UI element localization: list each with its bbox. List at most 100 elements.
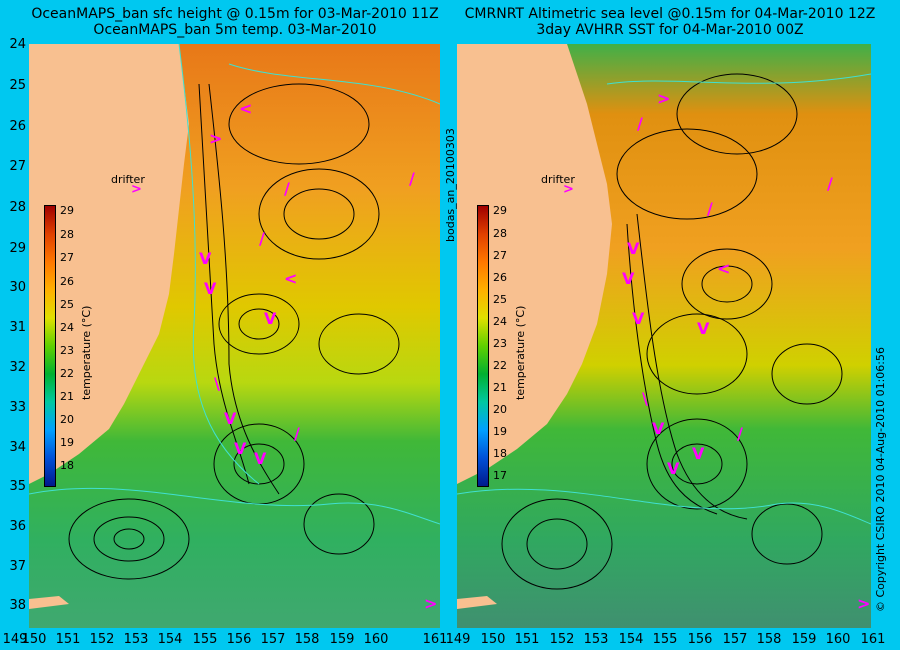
lon-label: 158 — [756, 632, 782, 647]
svg-text:/: / — [259, 229, 265, 248]
right-title-line1: CMRNRT Altimetric sea level @0.15m for 0… — [464, 6, 876, 22]
lat-label: 32 — [9, 360, 26, 375]
lon-label: 160 — [363, 632, 389, 647]
lat-label: 25 — [9, 78, 26, 93]
copyright-label: © Copyright CSIRO 2010 04-Aug-2010 01:06… — [874, 346, 887, 612]
colorbar-tick: 17 — [493, 469, 507, 482]
lon-label: 153 — [583, 632, 609, 647]
svg-text:V: V — [224, 409, 237, 428]
right-colorbar-title: temperature (°C) — [514, 305, 527, 400]
iso-lines — [29, 44, 440, 525]
colorbar-tick: 23 — [60, 344, 74, 357]
left-map-svg: > < V V / / < V \ V V V / / > — [29, 44, 440, 628]
colorbar-tick: 21 — [493, 381, 507, 394]
lon-label: 160 — [825, 632, 851, 647]
colorbar-tick: 27 — [60, 251, 74, 264]
svg-text:>: > — [657, 89, 670, 108]
svg-text:/: / — [637, 114, 643, 133]
lon-label: 159 — [329, 632, 355, 647]
lon-label: 155 — [652, 632, 678, 647]
colorbar-tick: 19 — [60, 436, 74, 449]
lon-label: 156 — [226, 632, 252, 647]
land-australia — [29, 44, 189, 484]
run-id-label: bodas_an_20100303 — [444, 128, 457, 242]
lat-label: 30 — [9, 280, 26, 295]
svg-text:V: V — [204, 279, 217, 298]
lon-label: 158 — [294, 632, 320, 647]
right-panel-title: CMRNRT Altimetric sea level @0.15m for 0… — [450, 6, 890, 38]
lon-label: 149 — [2, 632, 28, 647]
svg-text:/: / — [294, 424, 300, 443]
lon-label: 151 — [55, 632, 81, 647]
lat-label: 36 — [9, 519, 26, 534]
right-colorbar — [477, 205, 489, 487]
colorbar-tick: 24 — [60, 321, 74, 334]
current-vectors: > < V V / / < V \ V V V / / > — [199, 99, 437, 613]
svg-text:V: V — [627, 239, 640, 258]
colorbar-tick: 23 — [493, 337, 507, 350]
lon-label: 155 — [192, 632, 218, 647]
svg-text:\: \ — [214, 374, 220, 393]
colorbar-tick: 20 — [60, 413, 74, 426]
colorbar-tick: 22 — [60, 367, 74, 380]
lat-label: 26 — [9, 119, 26, 134]
svg-text:V: V — [652, 419, 665, 438]
land-south — [29, 596, 69, 609]
svg-text:\: \ — [642, 389, 648, 408]
left-colorbar — [44, 205, 56, 487]
right-drifter-marker: > — [563, 182, 574, 197]
colorbar-tick: 27 — [493, 249, 507, 262]
colorbar-tick: 26 — [60, 275, 74, 288]
svg-text:>: > — [209, 129, 222, 148]
colorbar-tick: 20 — [493, 403, 507, 416]
left-drifter-label: drifter — [111, 173, 145, 186]
left-colorbar-title: temperature (°C) — [80, 305, 93, 400]
svg-text:/: / — [827, 174, 833, 193]
current-vectors: > / V V V / < V \ V V V / / > — [622, 89, 870, 613]
colorbar-tick: 19 — [493, 425, 507, 438]
lon-label: 161 — [422, 632, 448, 647]
colorbar-tick: 18 — [60, 459, 74, 472]
land-south — [457, 596, 497, 609]
sea-level-contours — [501, 73, 843, 590]
lat-label: 31 — [9, 320, 26, 335]
lon-label: 149 — [445, 632, 471, 647]
lon-label: 157 — [722, 632, 748, 647]
lat-label: 28 — [9, 200, 26, 215]
lon-label: 156 — [687, 632, 713, 647]
colorbar-tick: 28 — [493, 227, 507, 240]
land-australia — [457, 44, 612, 484]
svg-text:/: / — [707, 199, 713, 218]
svg-text:/: / — [737, 424, 743, 443]
lat-label: 29 — [9, 241, 26, 256]
lon-label: 152 — [549, 632, 575, 647]
svg-text:/: / — [409, 169, 415, 188]
colorbar-tick: 29 — [60, 204, 74, 217]
left-drifter-marker: > — [131, 182, 142, 197]
right-title-line2: 3day AVHRR SST for 04-Mar-2010 00Z — [536, 22, 804, 38]
svg-text:<: < — [239, 99, 252, 118]
lat-label: 37 — [9, 559, 26, 574]
lat-label: 38 — [9, 598, 26, 613]
sea-level-contours — [68, 83, 400, 580]
lon-label: 151 — [514, 632, 540, 647]
iso-lines — [457, 73, 871, 525]
lat-label: 35 — [9, 479, 26, 494]
colorbar-tick: 24 — [493, 315, 507, 328]
lon-label: 159 — [791, 632, 817, 647]
svg-text:>: > — [857, 594, 870, 613]
left-title-line1: OceanMAPS_ban sfc height @ 0.15m for 03-… — [31, 6, 439, 22]
svg-text:V: V — [234, 439, 247, 458]
left-map-panel: > < V V / / < V \ V V V / / > — [29, 44, 440, 628]
colorbar-tick: 25 — [493, 293, 507, 306]
left-title-line2: OceanMAPS_ban 5m temp. 03-Mar-2010 — [93, 22, 377, 38]
lat-label: 34 — [9, 440, 26, 455]
svg-text:<: < — [284, 269, 297, 288]
lon-label: 154 — [618, 632, 644, 647]
lon-label: 154 — [157, 632, 183, 647]
svg-text:V: V — [622, 269, 635, 288]
lon-label: 161 — [860, 632, 886, 647]
svg-text:V: V — [264, 309, 277, 328]
colorbar-tick: 29 — [493, 204, 507, 217]
svg-text:V: V — [199, 249, 212, 268]
